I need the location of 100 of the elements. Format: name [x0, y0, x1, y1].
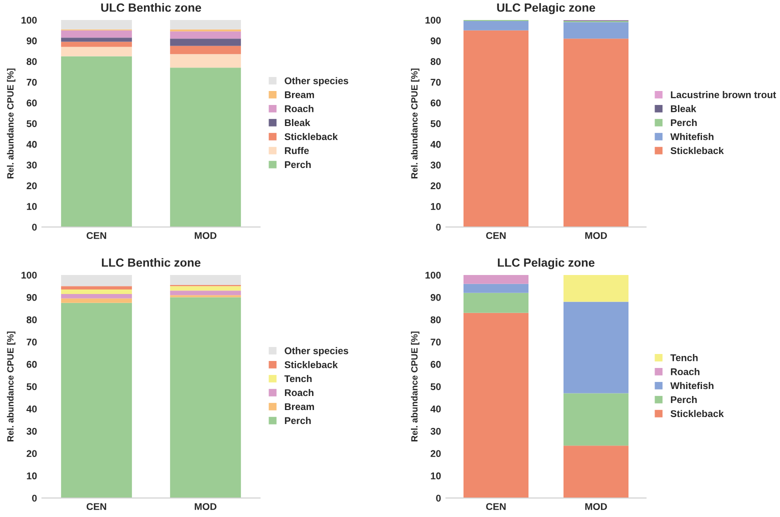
- legend-label: Ruffe: [284, 146, 309, 154]
- y-tick-label: 10: [26, 203, 37, 210]
- y-tick-label: 10: [430, 472, 441, 480]
- bar: [61, 286, 132, 290]
- x-tick-label: CEN: [486, 232, 506, 239]
- x-tick-label: CEN: [86, 232, 106, 239]
- bar: [564, 38, 628, 227]
- y-axis-title: Rel. abundance CPUE [%]: [6, 332, 16, 442]
- y-tick-label: 20: [430, 450, 441, 458]
- y-tick-label: 0: [436, 494, 441, 502]
- legend-label: Lacustrine brown trout: [670, 91, 776, 98]
- legend-label: Bream: [284, 403, 314, 410]
- y-tick-label: 50: [26, 383, 37, 390]
- legend-label: Stickleback: [670, 410, 724, 418]
- y-tick-label: 70: [26, 338, 37, 346]
- bar: [170, 20, 241, 30]
- legend-label: Stickleback: [284, 361, 338, 368]
- y-tick-label: 50: [430, 383, 441, 390]
- y-tick-label: 10: [26, 472, 37, 480]
- x-tick-label: CEN: [86, 503, 106, 510]
- bar: [61, 302, 132, 498]
- bar: [564, 393, 628, 446]
- x-tick-label: MOD: [585, 232, 607, 239]
- legend-label: Perch: [284, 160, 311, 168]
- y-tick-label: 40: [26, 406, 37, 412]
- y-tick-label: 80: [430, 58, 441, 66]
- bar: [464, 312, 528, 498]
- legend-label: Roach: [284, 105, 314, 112]
- legend-label: Bleak: [284, 118, 310, 126]
- bar: [464, 21, 528, 30]
- bar: [464, 284, 528, 293]
- y-tick-label: 0: [436, 224, 441, 231]
- bar: [170, 68, 241, 227]
- bar: [61, 275, 132, 286]
- legend-label: Perch: [670, 396, 697, 404]
- y-tick-label: 50: [430, 120, 441, 128]
- bar: [170, 54, 241, 68]
- y-tick-label: 60: [430, 360, 441, 368]
- y-tick-label: 70: [430, 338, 441, 346]
- legend-label: Perch: [284, 416, 311, 424]
- chart-title: LLC Benthic zone: [102, 258, 200, 267]
- legend-label: Other species: [284, 77, 348, 86]
- bar: [61, 38, 132, 42]
- bar: [170, 290, 241, 296]
- bar: [61, 20, 132, 30]
- y-tick-label: 10: [430, 203, 441, 210]
- y-tick-label: 90: [430, 37, 441, 44]
- bar: [464, 275, 528, 284]
- legend-label: Whitefish: [670, 382, 714, 390]
- bar: [564, 446, 628, 498]
- legend-label: Other species: [284, 347, 348, 356]
- y-tick-label: 30: [430, 162, 441, 169]
- chart-title: ULC Benthic zone: [101, 3, 202, 12]
- legend-label: Stickleback: [284, 132, 338, 140]
- y-tick-label: 60: [26, 360, 37, 368]
- y-tick-label: 60: [26, 100, 37, 106]
- bar: [61, 298, 132, 303]
- legend-label: Perch: [670, 118, 697, 126]
- y-tick-label: 90: [430, 294, 441, 301]
- bar: [170, 297, 241, 498]
- bar: [564, 302, 628, 394]
- x-tick-label: CEN: [486, 503, 506, 510]
- y-tick-label: 100: [426, 16, 441, 24]
- y-tick-label: 70: [26, 78, 37, 86]
- y-axis-title: Rel. abundance CPUE [%]: [410, 68, 420, 178]
- chart-title: ULC Pelagic zone: [497, 3, 596, 14]
- y-tick-label: 40: [26, 140, 37, 148]
- y-tick-label: 60: [430, 100, 441, 106]
- bar: [564, 275, 628, 302]
- y-axis-title: Rel. abundance CPUE [%]: [410, 332, 420, 442]
- y-tick-label: 20: [26, 182, 37, 190]
- y-tick-label: 100: [22, 16, 37, 24]
- bar: [61, 42, 132, 47]
- y-tick-label: 20: [26, 450, 37, 458]
- y-tick-label: 80: [26, 316, 37, 324]
- legend-label: Whitefish: [670, 132, 714, 140]
- bar: [170, 38, 241, 46]
- y-tick-label: 50: [26, 120, 37, 128]
- bar: [61, 46, 132, 56]
- y-tick-label: 30: [430, 428, 441, 435]
- y-tick-label: 30: [26, 428, 37, 435]
- bar: [170, 275, 241, 286]
- chart-title: LLC Pelagic zone: [498, 258, 594, 270]
- x-tick-label: MOD: [194, 503, 216, 510]
- bar: [170, 286, 241, 291]
- y-tick-label: 90: [26, 37, 37, 44]
- y-tick-label: 70: [430, 78, 441, 86]
- bar: [464, 292, 528, 313]
- y-tick-label: 30: [26, 162, 37, 169]
- y-tick-label: 40: [430, 406, 441, 412]
- legend-label: Tench: [670, 354, 698, 362]
- legend-label: Bleak: [670, 105, 696, 112]
- y-tick-label: 80: [430, 316, 441, 324]
- bar: [564, 22, 628, 39]
- bar: [464, 30, 528, 227]
- bar: [61, 289, 132, 294]
- bar: [61, 30, 132, 38]
- bar: [170, 46, 241, 54]
- bar: [61, 294, 132, 298]
- bar: [61, 56, 132, 227]
